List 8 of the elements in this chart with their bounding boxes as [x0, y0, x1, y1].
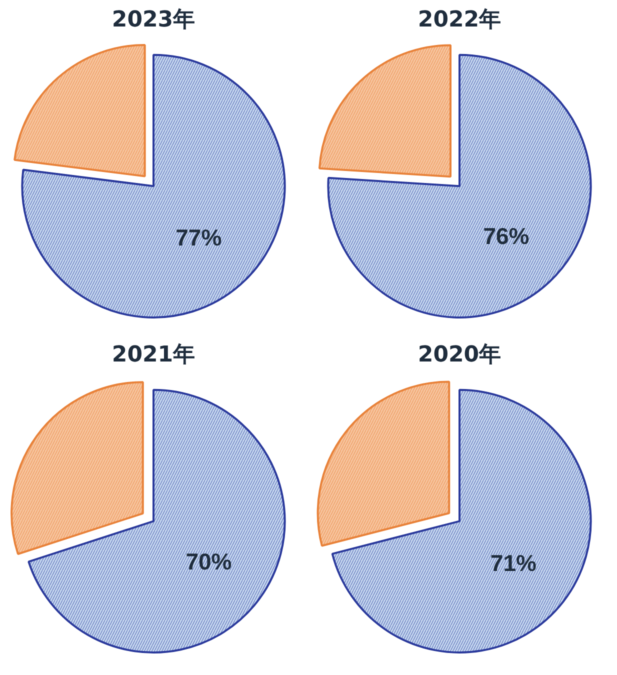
chart-title: 2021年	[112, 342, 196, 368]
chart-title: 2020年	[418, 342, 502, 368]
data-label: 76%	[483, 223, 530, 250]
data-label: 70%	[186, 548, 232, 574]
chart-title: 2023年	[112, 8, 196, 32]
data-label: 71%	[490, 550, 536, 576]
data-label: 77%	[176, 224, 222, 250]
chart-title: 2022年	[418, 8, 502, 32]
